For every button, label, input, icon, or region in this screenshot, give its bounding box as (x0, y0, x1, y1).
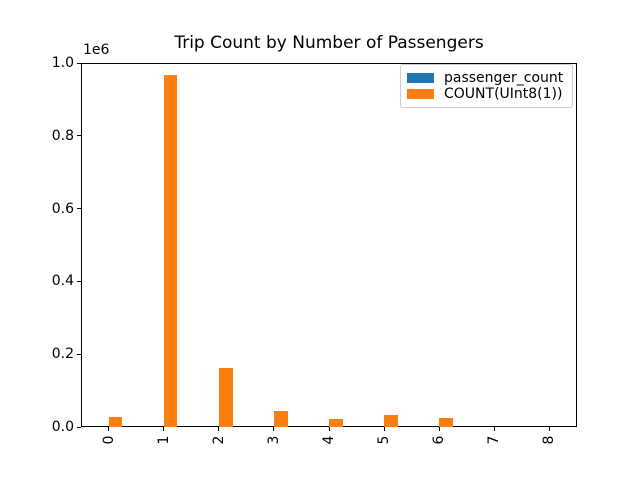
bar-COUNT(UInt8(1))-4 (329, 419, 343, 427)
y-tick-mark (77, 208, 81, 210)
x-tick-label: 0 (100, 435, 117, 445)
x-tick-mark (548, 427, 550, 431)
x-tick-label: 8 (541, 435, 558, 445)
legend-label: COUNT(UInt8(1)) (444, 86, 563, 102)
x-tick-mark (218, 427, 220, 431)
x-tick-mark (163, 427, 165, 431)
x-tick-label: 2 (210, 435, 227, 445)
y-tick-label: 0.0 (51, 419, 74, 435)
y-tick-label: 0.6 (51, 200, 74, 217)
y-tick-label: 0.4 (51, 273, 74, 290)
legend-swatch-icon (407, 89, 434, 99)
y-tick-mark (77, 353, 81, 355)
x-tick-mark (438, 427, 440, 431)
y-tick-label: 1.0 (51, 55, 74, 71)
y-tick-label: 0.2 (51, 346, 74, 363)
x-tick-mark (383, 427, 385, 431)
x-tick-mark (273, 427, 275, 431)
y-tick-mark (77, 280, 81, 282)
x-tick-label: 4 (321, 435, 337, 445)
legend-label: passenger_count (444, 70, 564, 86)
bar-COUNT(UInt8(1))-6 (439, 417, 453, 427)
bar-COUNT(UInt8(1))-1 (163, 75, 178, 427)
x-tick-label: 6 (431, 435, 448, 445)
bar-COUNT(UInt8(1))-3 (273, 410, 288, 427)
y-tick-label: 0.8 (51, 127, 74, 144)
chart-title: Trip Count by Number of Passengers (174, 33, 484, 53)
x-tick-mark (328, 427, 330, 431)
x-tick-label: 5 (376, 435, 393, 445)
legend-swatch-icon (407, 73, 434, 83)
x-tick-mark (493, 427, 495, 431)
x-tick-mark (108, 427, 110, 431)
legend: passenger_count COUNT(UInt8(1)) (400, 64, 573, 108)
bar-COUNT(UInt8(1))-2 (218, 368, 233, 427)
y-tick-mark (77, 426, 81, 428)
y-axis-offset-label: 1e6 (83, 42, 110, 58)
x-tick-label: 3 (265, 435, 282, 445)
y-tick-mark (77, 62, 81, 64)
bar-COUNT(UInt8(1))-0 (108, 417, 123, 427)
x-tick-label: 1 (155, 435, 172, 445)
plot-area (81, 63, 577, 427)
legend-row: COUNT(UInt8(1)) (407, 86, 564, 102)
bar-COUNT(UInt8(1))-5 (384, 415, 398, 427)
legend-row: passenger_count (407, 70, 564, 86)
y-tick-mark (77, 135, 81, 137)
x-tick-label: 7 (486, 435, 503, 445)
